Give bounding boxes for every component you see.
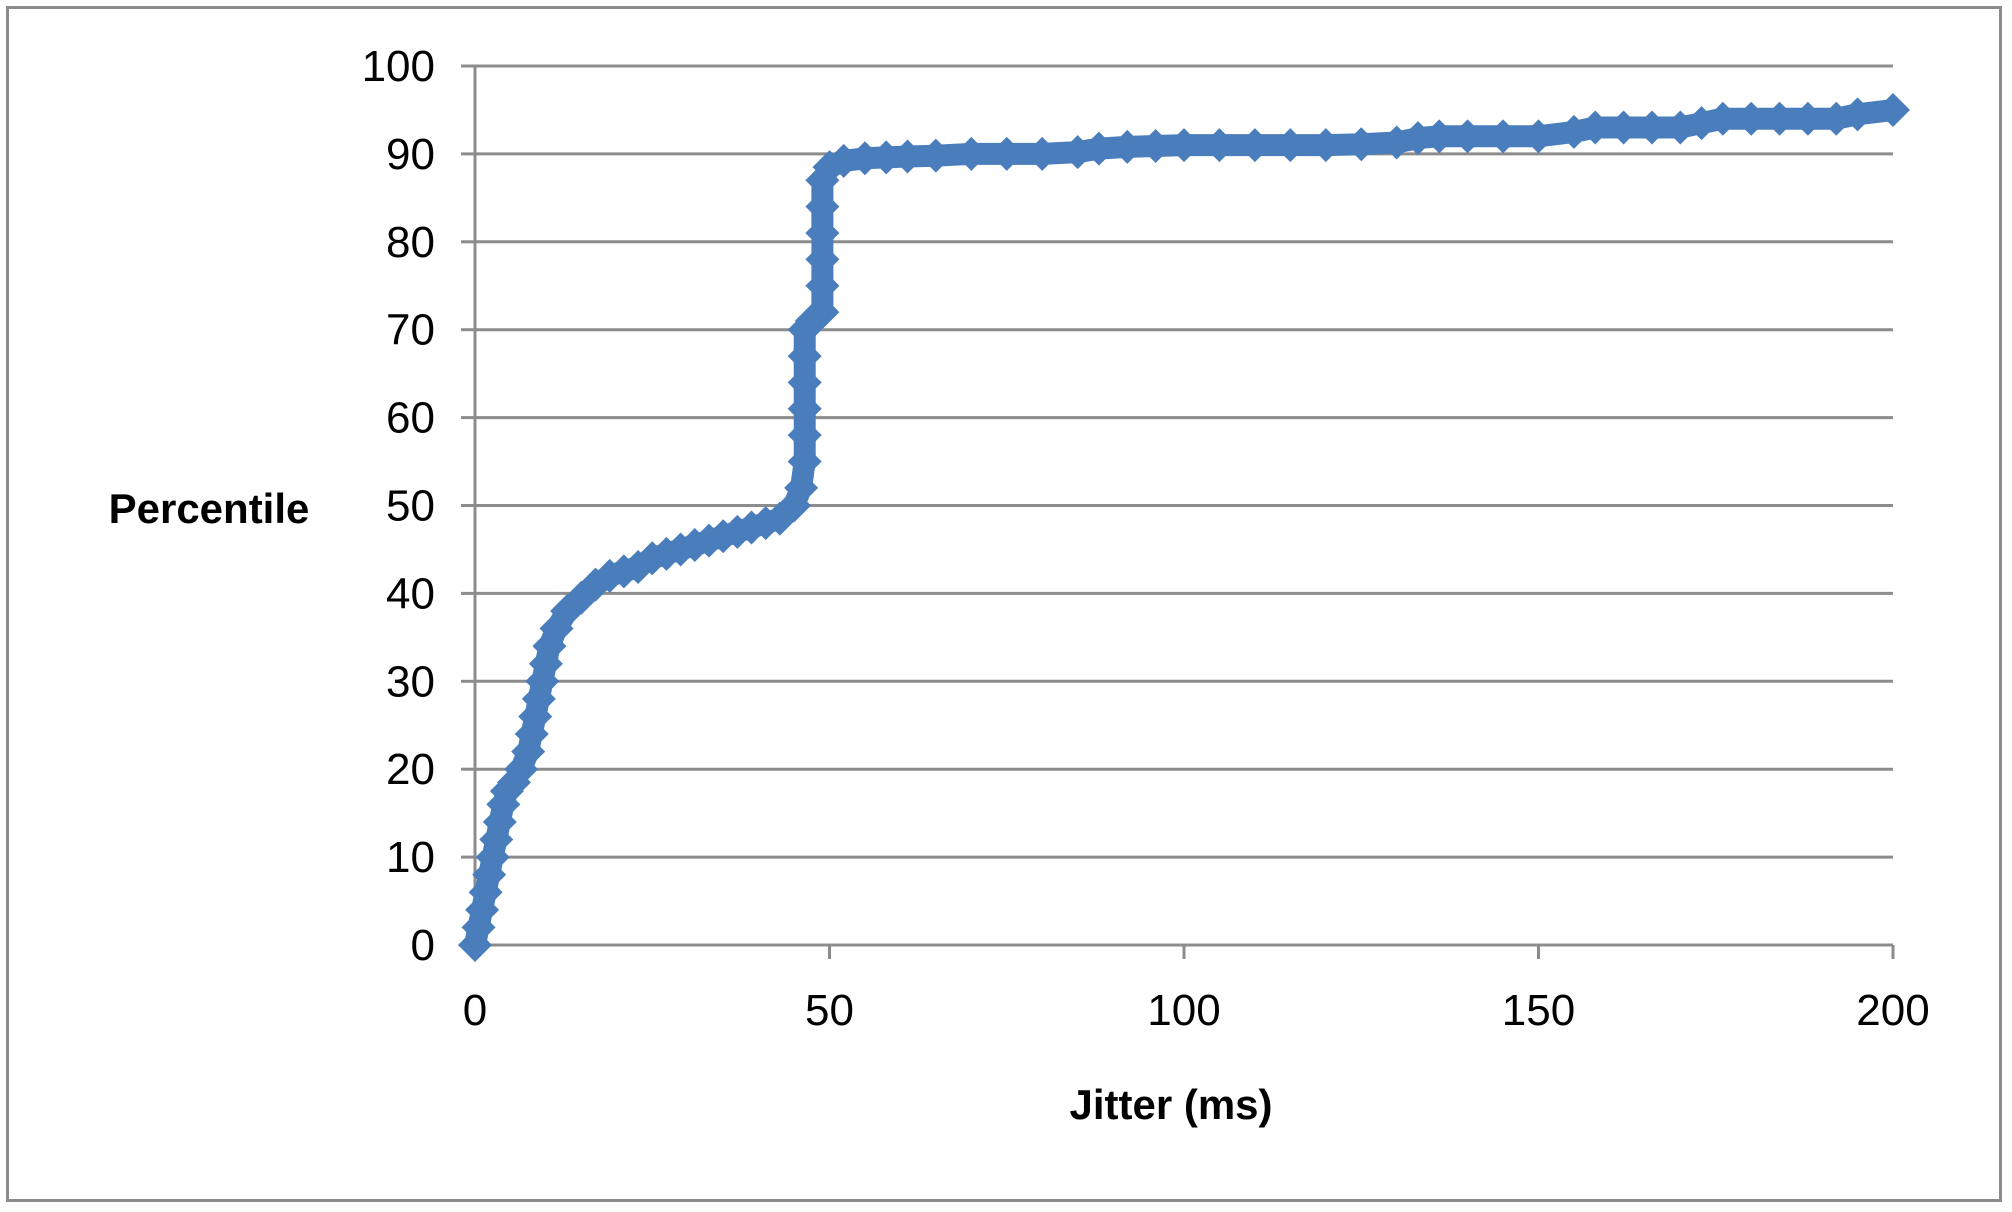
data-point <box>1081 131 1116 166</box>
data-point <box>1273 128 1308 163</box>
x-tick-label: 50 <box>805 986 854 1035</box>
data-point <box>787 339 822 374</box>
data-point <box>1060 135 1095 170</box>
data-point <box>1876 92 1910 127</box>
data-point <box>918 138 953 173</box>
data-point <box>748 506 783 541</box>
data-point <box>890 139 925 174</box>
x-tick-label: 200 <box>1856 986 1929 1035</box>
data-point <box>989 136 1024 171</box>
data-point <box>1606 110 1641 145</box>
data-point <box>869 140 904 175</box>
data-point <box>1110 129 1145 164</box>
data-point <box>1138 128 1173 163</box>
data-point <box>1790 101 1825 136</box>
data-point <box>1202 128 1237 163</box>
data-point <box>1422 119 1457 154</box>
data-point <box>1344 127 1379 162</box>
y-tick-label: 80 <box>386 218 435 267</box>
y-tick-label: 0 <box>411 921 435 970</box>
data-point <box>1634 110 1669 145</box>
data-point <box>805 295 840 330</box>
x-tick-label: 100 <box>1147 986 1220 1035</box>
series-markers <box>458 92 1910 962</box>
x-tick-label: 150 <box>1502 986 1575 1035</box>
y-axis-title: Percentile <box>109 485 310 532</box>
data-point <box>1308 128 1343 163</box>
x-tick-label: 0 <box>463 986 487 1035</box>
data-point <box>805 189 840 224</box>
data-point <box>1167 128 1201 163</box>
y-tick-label: 100 <box>362 42 435 91</box>
y-tick-label: 30 <box>386 657 435 706</box>
data-point <box>1734 101 1769 136</box>
data-point <box>787 418 822 453</box>
jitter-percentile-chart: 0 10 20 30 40 50 60 70 80 90 100 0 50 100 150 200 Perce… <box>109 42 1930 1128</box>
data-point <box>1521 119 1556 154</box>
data-point <box>1762 101 1797 136</box>
data-point <box>787 365 822 400</box>
data-point <box>847 141 882 176</box>
data-point <box>1400 121 1435 156</box>
data-point <box>1578 110 1613 145</box>
gridlines <box>475 64 1893 859</box>
data-point <box>1379 125 1414 160</box>
data-point <box>479 822 514 857</box>
data-point <box>954 136 989 171</box>
chart-frame: 0 10 20 30 40 50 60 70 80 90 100 0 50 100 150 200 Perce… <box>6 6 2002 1202</box>
data-point <box>1450 119 1485 154</box>
tick-labels: 0 10 20 30 40 50 60 70 80 90 100 0 50 100 150 200 <box>362 42 1930 1035</box>
data-point <box>1237 128 1272 163</box>
data-point <box>805 268 840 303</box>
data-point <box>1486 119 1521 154</box>
y-tick-label: 20 <box>386 745 435 794</box>
data-point <box>805 216 840 251</box>
series-line <box>464 99 1904 956</box>
y-tick-label: 90 <box>386 130 435 179</box>
data-point <box>1705 101 1740 136</box>
y-tick-label: 60 <box>386 394 435 443</box>
data-point <box>1840 97 1875 132</box>
data-point <box>805 242 840 277</box>
y-tick-label: 40 <box>386 569 435 618</box>
y-tick-label: 50 <box>386 482 435 531</box>
y-tick-label: 10 <box>386 833 435 882</box>
data-point <box>787 444 822 479</box>
x-axis-title: Jitter (ms) <box>1069 1081 1272 1128</box>
data-point <box>787 391 822 426</box>
y-tick-label: 70 <box>386 306 435 355</box>
data-point <box>1025 136 1060 171</box>
data-point <box>784 470 819 505</box>
data-point <box>826 143 861 178</box>
axes <box>461 64 1895 959</box>
